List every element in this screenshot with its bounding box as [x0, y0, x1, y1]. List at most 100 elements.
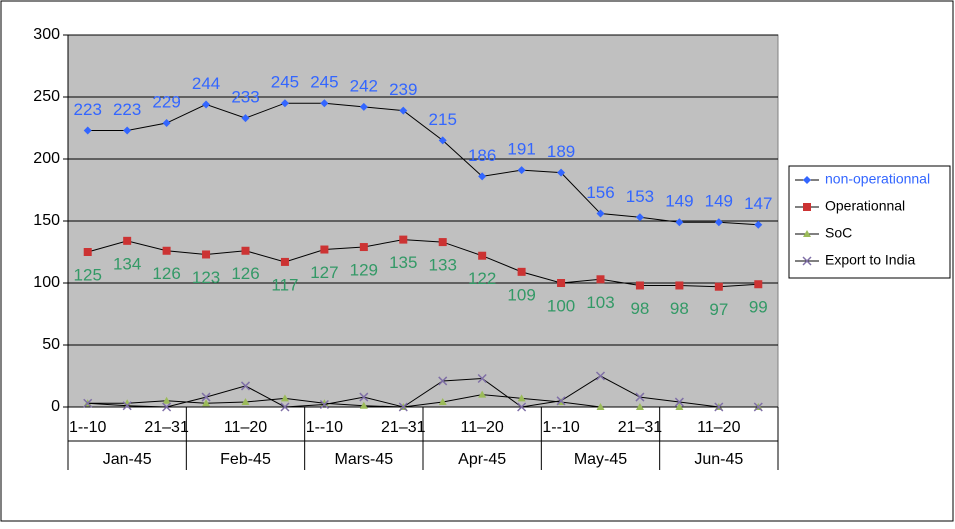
- marker: [596, 403, 605, 410]
- marker: [83, 398, 93, 408]
- data-label: 242: [350, 76, 378, 95]
- marker: [635, 403, 644, 410]
- marker: [596, 275, 605, 284]
- x-tick-label: 11–20: [224, 419, 267, 436]
- marker: [240, 381, 251, 391]
- group-label: Jun-45: [694, 451, 743, 468]
- data-label: 233: [231, 88, 259, 107]
- marker: [675, 403, 684, 410]
- data-label: 156: [586, 183, 614, 202]
- y-tick-label: 0: [51, 398, 60, 415]
- data-label: 245: [271, 73, 299, 92]
- marker: [675, 281, 684, 290]
- data-label: 126: [231, 264, 259, 283]
- data-label: 109: [507, 285, 535, 304]
- x-tick-label: 11–20: [461, 419, 504, 436]
- data-label: 129: [350, 261, 378, 280]
- y-tick-label: 250: [33, 88, 60, 105]
- group-label: Apr-45: [458, 451, 506, 468]
- marker: [202, 100, 211, 109]
- legend-label: Operationnal: [825, 198, 905, 214]
- marker: [517, 267, 526, 276]
- data-label: 153: [626, 187, 654, 206]
- data-label: 125: [74, 265, 102, 284]
- series-line: [87, 102, 759, 226]
- data-label: 97: [709, 300, 728, 319]
- marker: [557, 168, 566, 177]
- data-label: 229: [152, 93, 180, 112]
- data-label: 133: [429, 256, 457, 275]
- data-label: 103: [586, 293, 614, 312]
- y-tick-label: 200: [33, 150, 60, 167]
- marker: [162, 396, 171, 404]
- legend-label: Export to India: [825, 252, 915, 268]
- data-label: 223: [74, 100, 102, 119]
- marker: [754, 280, 763, 289]
- data-label: 117: [271, 275, 298, 294]
- marker: [714, 282, 723, 291]
- marker: [83, 248, 92, 256]
- data-label: 191: [507, 140, 535, 159]
- data-label: 244: [192, 74, 220, 93]
- marker: [241, 398, 250, 406]
- marker: [557, 279, 566, 287]
- marker: [635, 392, 645, 402]
- data-label: 98: [670, 299, 689, 318]
- marker: [162, 402, 172, 412]
- marker: [202, 399, 211, 407]
- marker: [754, 220, 763, 229]
- group-label: Mars-45: [334, 451, 393, 468]
- marker: [517, 402, 527, 412]
- data-label: 123: [192, 268, 220, 287]
- data-label: 239: [389, 80, 417, 99]
- marker: [438, 398, 447, 406]
- group-label: May-45: [574, 451, 627, 468]
- marker: [280, 257, 289, 266]
- x-tick-label: 1--10: [69, 419, 106, 436]
- marker: [399, 235, 408, 244]
- data-label: 98: [630, 299, 649, 318]
- marker: [162, 246, 171, 255]
- data-label: 134: [113, 254, 141, 273]
- marker: [280, 394, 289, 402]
- data-label: 126: [152, 264, 180, 283]
- marker: [517, 394, 526, 402]
- marker: [83, 126, 92, 135]
- marker: [674, 397, 684, 407]
- marker: [162, 119, 171, 128]
- data-label: 186: [468, 146, 496, 165]
- marker: [675, 218, 684, 227]
- series-line: [87, 394, 759, 408]
- marker: [714, 402, 724, 412]
- marker: [241, 114, 250, 123]
- marker: [438, 136, 447, 145]
- marker: [517, 166, 526, 175]
- series-line: [87, 239, 759, 288]
- data-label: 149: [705, 192, 733, 211]
- marker: [635, 281, 644, 290]
- y-tick-label: 300: [33, 26, 60, 43]
- marker: [478, 172, 487, 181]
- data-label: 245: [310, 73, 338, 92]
- marker: [398, 402, 408, 412]
- series-line: [87, 375, 759, 408]
- marker: [359, 392, 369, 402]
- marker: [803, 230, 811, 237]
- data-label: 223: [113, 100, 141, 119]
- marker: [714, 218, 723, 227]
- marker: [280, 99, 289, 108]
- data-label: 147: [744, 194, 772, 213]
- x-tick-label: 21–31: [618, 419, 663, 436]
- data-label: 100: [547, 296, 575, 315]
- marker: [320, 245, 329, 254]
- data-label: 189: [547, 142, 575, 161]
- x-tick-label: 21–31: [144, 419, 189, 436]
- marker: [438, 238, 447, 247]
- legend-label: non-operationnal: [825, 171, 930, 187]
- x-tick-label: 1--10: [306, 419, 343, 436]
- marker: [595, 371, 606, 381]
- data-label: 99: [749, 298, 768, 317]
- marker: [478, 390, 487, 398]
- marker: [280, 402, 290, 412]
